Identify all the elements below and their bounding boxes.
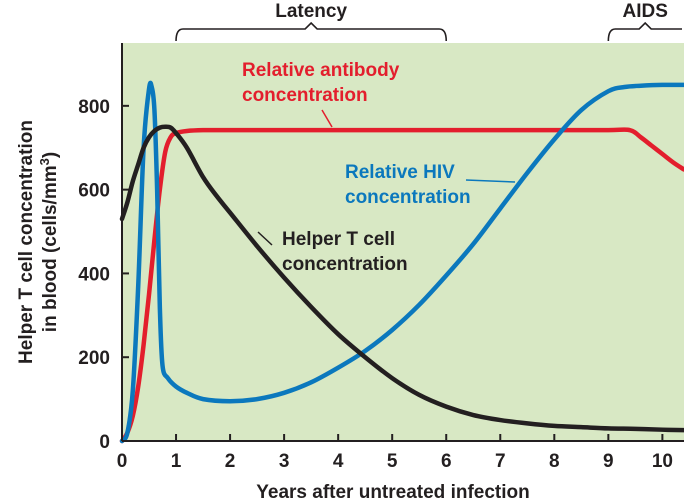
y-axis-title-prefix: in blood (cells/mm xyxy=(40,165,61,332)
x-tick-label-3: 3 xyxy=(279,451,290,472)
y-tick-label-0: 0 xyxy=(99,432,110,453)
y-axis-title-superscript: 3 xyxy=(37,158,52,165)
x-tick-label-2: 2 xyxy=(225,451,236,472)
tcell-label-line2: concentration xyxy=(282,254,408,275)
x-tick-label-1: 1 xyxy=(171,451,182,472)
hiv-label-line1: Relative HIV xyxy=(345,162,455,183)
x-tick-label-8: 8 xyxy=(549,451,560,472)
y-axis: 0 200 400 600 800 xyxy=(78,97,129,453)
antibody-label-line2: concentration xyxy=(242,85,368,106)
x-tick-label-9: 9 xyxy=(603,451,614,472)
phase-label-1: AIDS xyxy=(622,1,667,22)
y-axis-title-line2: in blood (cells/mm3) xyxy=(37,152,61,332)
phase-label-0: Latency xyxy=(275,1,347,22)
x-tick-label-5: 5 xyxy=(387,451,398,472)
x-tick-label-0: 0 xyxy=(117,451,128,472)
phase-bracket-1 xyxy=(607,21,682,42)
series-lines xyxy=(119,80,684,444)
y-tick-label-4: 800 xyxy=(78,97,110,118)
phase-bracket-0 xyxy=(175,21,448,42)
phase-brackets: Latency AIDS xyxy=(175,1,682,42)
y-tick-label-3: 600 xyxy=(78,181,110,202)
hiv-leader-line xyxy=(465,179,516,183)
x-tick-label-7: 7 xyxy=(495,451,506,472)
series-line-hiv xyxy=(119,80,684,444)
y-tick-label-1: 200 xyxy=(78,348,110,369)
header-band xyxy=(0,0,684,43)
x-tick-label-4: 4 xyxy=(333,451,344,472)
y-axis-title: Helper T cell concentration in blood (ce… xyxy=(16,120,61,364)
antibody-label-line1: Relative antibody xyxy=(242,60,400,81)
y-tick-label-2: 400 xyxy=(78,264,110,285)
x-axis: 0 1 2 3 4 5 6 7 8 9 10 xyxy=(117,434,673,472)
y-axis-title-suffix: ) xyxy=(40,152,61,158)
hiv-label-line2: concentration xyxy=(345,187,471,208)
series-line-antibody xyxy=(119,127,684,444)
x-tick-label-6: 6 xyxy=(441,451,452,472)
plot-area xyxy=(122,43,684,441)
tcell-label-line1: Helper T cell xyxy=(282,229,395,250)
series-line-tcell xyxy=(119,124,684,433)
y-axis-title-line1: Helper T cell concentration xyxy=(16,120,37,364)
x-axis-title: Years after untreated infection xyxy=(256,482,529,503)
tcell-leader-line xyxy=(257,231,273,246)
antibody-leader-line xyxy=(321,109,333,128)
x-tick-label-10: 10 xyxy=(652,451,673,472)
